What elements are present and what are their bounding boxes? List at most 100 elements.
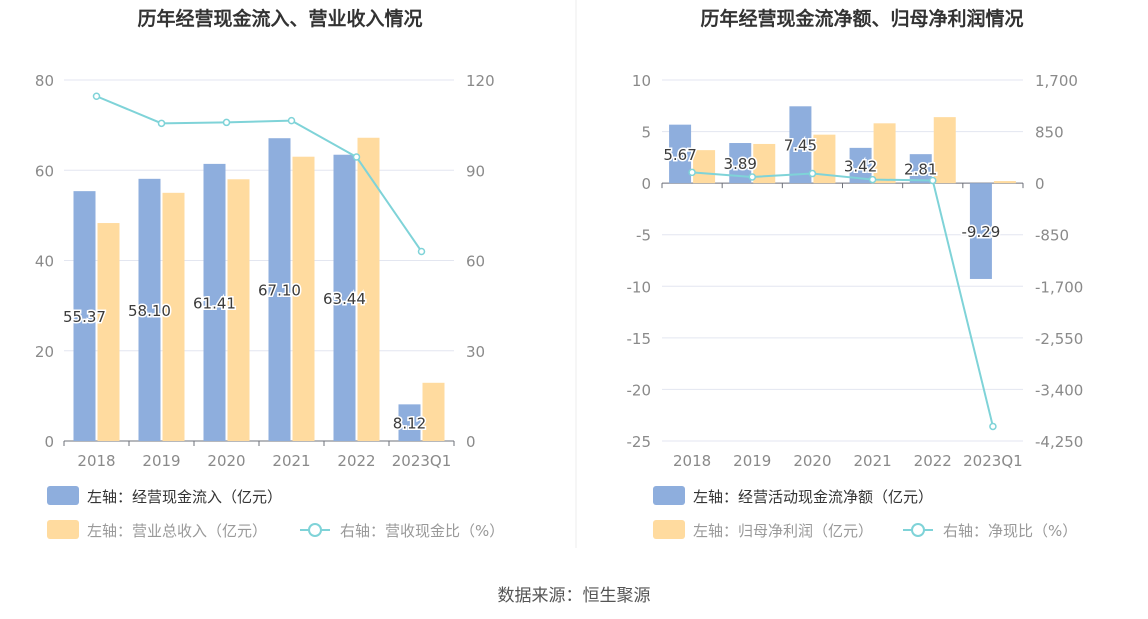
chart2-left-tick-label: 0 [641,175,651,193]
chart1-bar-primary [398,404,421,441]
chart1-legend-label-secondary: 左轴：营业总收入（亿元） [87,522,267,540]
chart1-bar-value-label: 61.41 [193,294,236,312]
chart2-right-tick-label: -1,700 [1035,278,1083,296]
chart1-ratio-point [417,247,426,256]
chart2-bar-primary [789,106,812,184]
chart1-bar-secondary [357,137,380,441]
chart2-ratio-point [748,173,756,181]
chart2-legend-swatch-secondary [653,520,685,539]
chart2-right-tick-label: 1,700 [1035,72,1078,90]
chart2-legend-swatch-line-marker [911,523,925,537]
chart1-left-tick-label: 80 [35,72,54,90]
chart2-x-tick-label: 2022 [914,452,952,470]
chart1-bar-secondary [162,192,185,441]
chart1-ratio-point [287,116,296,125]
chart1-x-tick-label: 2023Q1 [392,452,452,470]
chart2-right-tick-label: -850 [1035,227,1069,245]
chart2-right-tick-label: -3,400 [1035,381,1083,399]
chart2-ratio-point [929,176,937,185]
chart2-bar-primary [849,147,872,184]
chart1-right-tick-label: 30 [466,343,485,361]
chart2-x-tick-label: 2021 [853,452,891,470]
chart2-x-tick-label: 2020 [793,452,831,470]
chart2-left-tick-label: 5 [641,124,651,142]
chart1-bar-primary [268,138,291,441]
chart2-left-tick-label: -5 [636,227,651,245]
chart2-bar-value-label: 3.89 [724,155,757,173]
chart2-right-tick-label: -4,250 [1035,433,1083,451]
chart1-right-tick-label: 90 [466,162,485,180]
chart2-bar-value-label: 2.81 [904,161,937,179]
chart2-x-tick-label: 2023Q1 [963,452,1023,470]
chart2-bar-value-label: 7.45 [784,137,817,155]
chart2-x-tick-label: 2019 [733,452,771,470]
chart1-legend-swatch-secondary [47,520,79,539]
chart2-right-tick-label: 0 [1035,175,1045,193]
chart1-legend-swatch-line-marker [308,523,322,537]
chart2-bar-primary [969,183,992,279]
chart2-bar-value-label: -9.29 [962,223,1001,241]
chart2-legend-swatch-primary [653,486,685,505]
chart2-left-tick-label: -20 [627,381,652,399]
chart2-bar-primary [669,124,692,184]
chart1-ratio-point [352,153,361,161]
chart1-legend-label-line: 右轴：营收现金比（%） [340,522,504,540]
chart2-x-tick-label: 2018 [673,452,711,470]
chart1-bar-value-label: 67.10 [258,282,301,300]
chart2-bar-secondary [813,134,836,184]
chart1-left-tick-label: 0 [44,433,54,451]
chart2-bar-secondary [693,150,716,184]
chart1-bar-primary [73,191,96,441]
chart1-right-tick-label: 60 [466,253,485,271]
chart1-left-tick-label: 60 [35,162,54,180]
chart2-bar-primary [909,154,932,184]
chart1-bar-primary [138,178,161,442]
chart2-bar-secondary [873,123,896,184]
chart1-right-tick-label: 0 [466,433,476,451]
chart1-bar-secondary [422,382,445,441]
chart1-bar-value-label: 8.12 [393,415,426,433]
data-source-note: 数据来源：恒生聚源 [497,586,651,606]
chart1-x-tick-label: 2021 [272,452,310,470]
chart2-legend-label-line: 右轴：净现比（%） [943,522,1077,540]
chart2-ratio-point [868,175,877,184]
chart1-x-tick-label: 2022 [337,452,375,470]
chart2-bar-value-label: 5.67 [663,146,696,164]
chart1-ratio-point [222,118,231,127]
chart1-legend-label-primary: 左轴：经营现金流入（亿元） [87,488,282,506]
chart2-legend-label-primary: 左轴：经营活动现金流净额（亿元） [693,488,933,506]
chart1-ratio-line [96,95,423,253]
chart1-title: 历年经营现金流入、营业收入情况 [137,7,422,30]
chart1-bar-primary [333,154,356,442]
chart2-title: 历年经营现金流净额、归母净利润情况 [700,7,1023,30]
chart2-bar-value-label: 3.42 [844,158,877,176]
chart2-bar-secondary [993,181,1016,184]
chart2-ratio-line [692,171,994,427]
chart1-ratio-point [92,92,101,100]
chart2-bar-secondary [933,117,956,184]
chart1-x-tick-label: 2020 [207,452,245,470]
chart2-right-tick-label: 850 [1035,124,1064,142]
chart2-right-tick-label: -2,550 [1035,330,1083,348]
chart1-left-tick-label: 40 [35,253,54,271]
chart1-ratio-point [157,119,166,128]
chart1-bar-value-label: 55.37 [63,308,106,326]
chart1-bar-secondary [227,179,250,441]
chart2-ratio-point [808,169,817,178]
chart1-bar-value-label: 63.44 [323,290,366,308]
chart2-bar-primary [729,143,752,184]
chart1-legend-swatch-primary [47,486,79,505]
chart2-ratio-point [989,422,997,431]
chart1-bar-value-label: 58.10 [128,302,171,320]
chart1-bar-primary [203,163,226,441]
chart1-x-tick-label: 2019 [142,452,180,470]
chart2-left-tick-label: -10 [627,278,652,296]
chart2-ratio-point [688,168,696,177]
chart2-left-tick-label: -15 [627,330,652,348]
chart2-left-tick-label: -25 [627,433,652,451]
chart1-bar-secondary [292,156,315,441]
chart1-left-tick-label: 20 [35,343,54,361]
chart1-bar-secondary [97,223,120,441]
chart1-x-tick-label: 2018 [77,452,115,470]
